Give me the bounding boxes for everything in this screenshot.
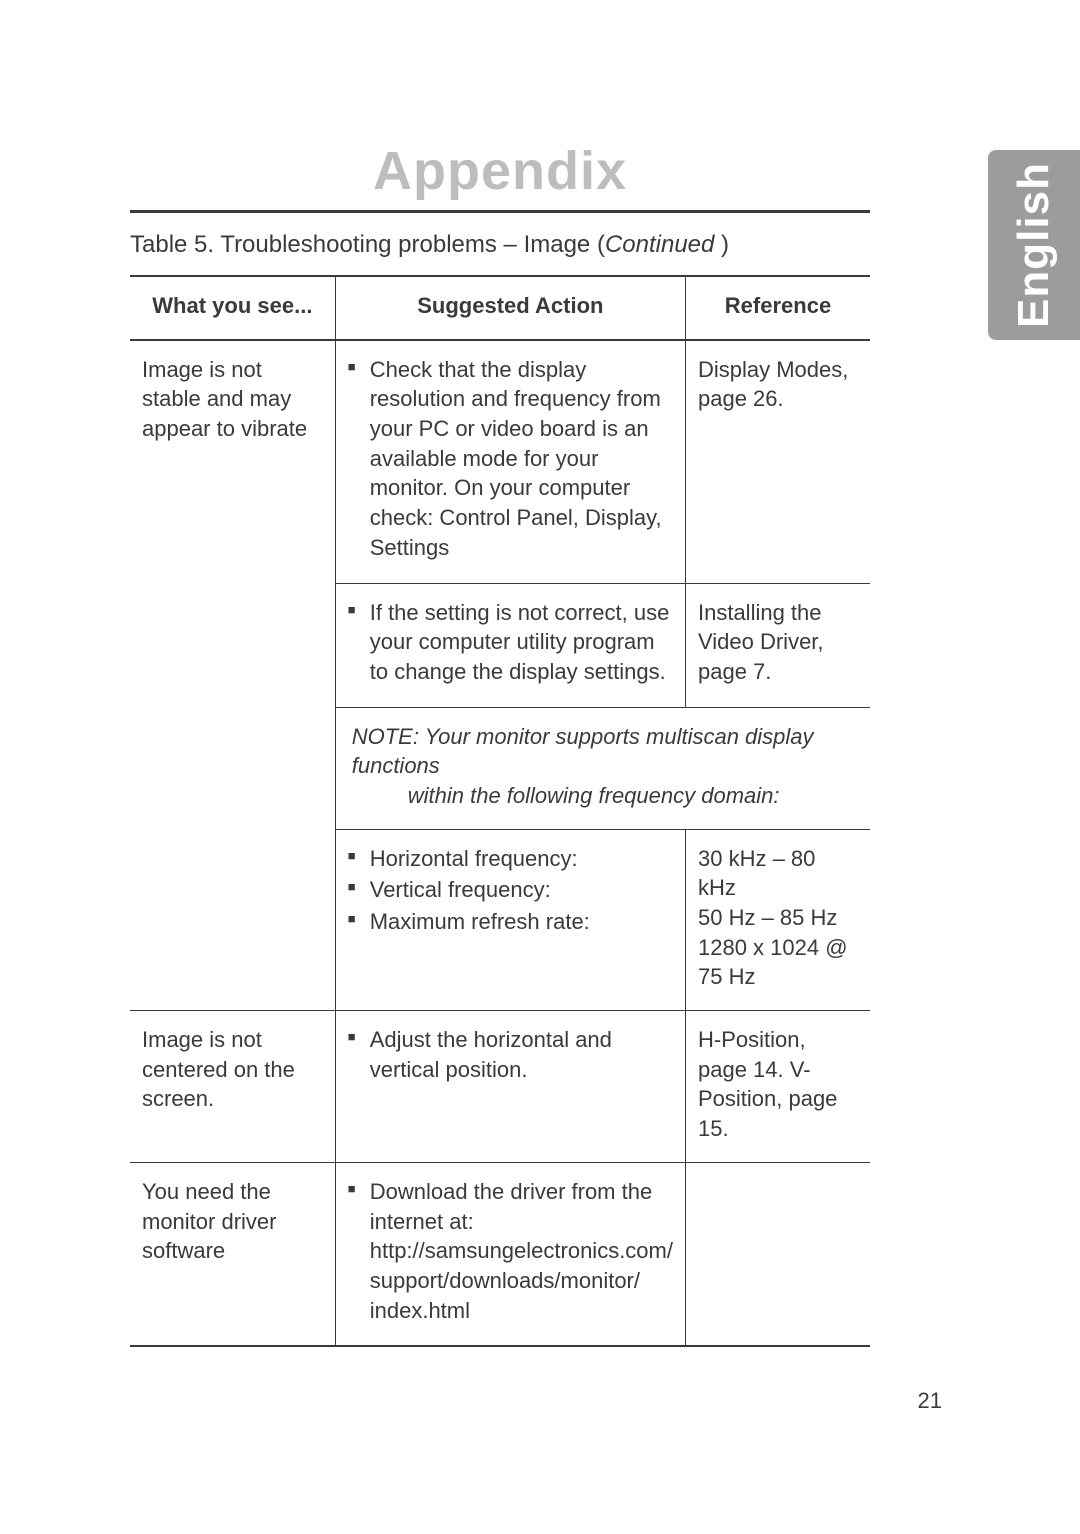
bullet-item: Download the driver from the internet at…	[348, 1177, 673, 1325]
ref-line: 1280 x 1024 @ 75 Hz	[698, 933, 858, 992]
caption-prefix: Table 5. Troubleshooting problems – Imag…	[130, 231, 605, 258]
header-reference: Reference	[685, 276, 870, 340]
cell-reference	[685, 1162, 870, 1346]
header-what: What you see...	[130, 276, 335, 340]
troubleshooting-table: What you see... Suggested Action Referen…	[130, 275, 870, 1347]
cell-suggested: Check that the display resolution and fr…	[335, 340, 685, 583]
table-row: Image is not stable and may appear to vi…	[130, 340, 870, 583]
cell-what: Image is not stable and may appear to vi…	[130, 340, 335, 1011]
page-number: 21	[918, 1388, 942, 1414]
cell-note: NOTE: Your monitor supports multiscan di…	[335, 707, 870, 829]
side-tab-label: English	[1009, 162, 1059, 328]
ref-line: 30 kHz – 80 kHz	[698, 844, 858, 903]
bullet-item: Vertical frequency:	[348, 875, 673, 905]
cell-reference: Installing the Video Driver, page 7.	[685, 583, 870, 707]
header-suggested: Suggested Action	[335, 276, 685, 340]
cell-reference: Display Modes, page 26.	[685, 340, 870, 583]
table-row: Image is not centered on the screen. Adj…	[130, 1011, 870, 1163]
bullet-item: Adjust the horizontal and vertical posit…	[348, 1025, 673, 1084]
cell-suggested: Download the driver from the internet at…	[335, 1162, 685, 1346]
table-header-row: What you see... Suggested Action Referen…	[130, 276, 870, 340]
cell-suggested: Horizontal frequency: Vertical frequency…	[335, 829, 685, 1010]
note-line2: within the following frequency domain:	[352, 781, 858, 811]
caption-suffix: )	[714, 231, 729, 258]
cell-what: You need the monitor driver software	[130, 1162, 335, 1346]
cell-what: Image is not centered on the screen.	[130, 1011, 335, 1163]
bullet-item: Check that the display resolution and fr…	[348, 355, 673, 563]
caption-continued: Continued	[605, 231, 714, 258]
bullet-item: If the setting is not correct, use your …	[348, 598, 673, 687]
language-side-tab: English	[988, 150, 1080, 340]
cell-reference: H-Position, page 14. V-Position, page 15…	[685, 1011, 870, 1163]
note-label: NOTE:	[352, 724, 425, 749]
table-row: You need the monitor driver software Dow…	[130, 1162, 870, 1346]
appendix-heading: Appendix	[130, 140, 870, 202]
bullet-item: Maximum refresh rate:	[348, 907, 673, 937]
table-caption: Table 5. Troubleshooting problems – Imag…	[130, 231, 870, 259]
cell-suggested: If the setting is not correct, use your …	[335, 583, 685, 707]
cell-reference: 30 kHz – 80 kHz 50 Hz – 85 Hz 1280 x 102…	[685, 829, 870, 1010]
title-rule	[130, 210, 870, 213]
cell-suggested: Adjust the horizontal and vertical posit…	[335, 1011, 685, 1163]
bullet-item: Horizontal frequency:	[348, 844, 673, 874]
ref-line: 50 Hz – 85 Hz	[698, 903, 858, 933]
